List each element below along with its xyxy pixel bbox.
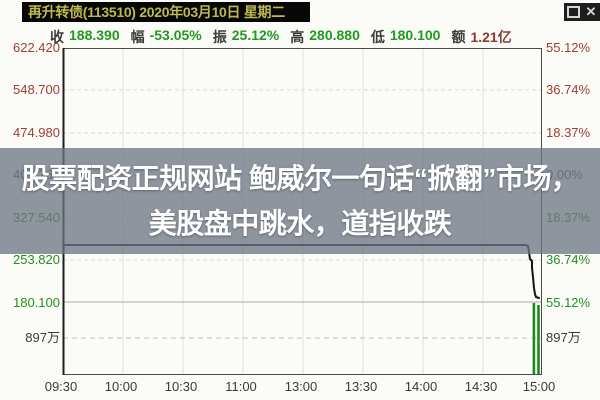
stat-low-value: 180.100	[389, 27, 441, 43]
stat-turnover: 额 1.21亿	[451, 27, 511, 47]
time-axis-label: 13:00	[284, 379, 318, 394]
stat-high-value: 280.880	[309, 27, 360, 43]
headline-overlay: 股票配资正规网站 鲍威尔一句话“掀翻”市场， 美股盘中跳水，道指收跌	[0, 148, 600, 254]
stat-low-label: 低	[370, 29, 385, 45]
stat-close-value: 188.390	[69, 27, 120, 43]
stat-high-label: 高	[290, 29, 305, 45]
time-axis-label: 09:30	[44, 379, 78, 394]
stat-low: 低 180.100	[371, 27, 441, 47]
restore-icon	[566, 6, 580, 18]
percent-axis-label: 36.74%	[546, 82, 591, 97]
price-axis-label: 548.700	[13, 82, 60, 97]
window-titlebar: 再升转债(113510) 2020年03月10日 星期二	[22, 2, 310, 22]
percent-axis-label: 55.12%	[546, 295, 591, 310]
percent-axis-label: 18.37%	[546, 125, 591, 140]
stat-change-value: -53.05%	[149, 27, 202, 43]
time-axis-label: 11:00	[225, 379, 257, 394]
stat-change: 幅 -53.05%	[131, 27, 202, 47]
headline-line-1: 股票配资正规网站 鲍威尔一句话“掀翻”市场，	[21, 163, 579, 194]
stat-swing: 振 25.12%	[213, 27, 279, 47]
time-axis-label: 13:30	[344, 379, 378, 394]
stat-turnover-value: 1.21亿	[470, 29, 512, 45]
price-axis-label: 474.980	[13, 125, 60, 140]
percent-axis-label: 36.74%	[546, 252, 591, 267]
volume-axis-label: 897万	[25, 330, 60, 345]
stat-turnover-label: 额	[451, 29, 466, 45]
close-icon: ✕	[585, 4, 597, 19]
stat-close-label: 收	[50, 29, 64, 45]
headline-line-2: 美股盘中跳水，道指收跌	[148, 208, 452, 239]
window-title: 再升转债(113510) 2020年03月10日 星期二	[28, 4, 285, 20]
close-button[interactable]: ✕	[582, 3, 600, 21]
time-axis-label: 14:30	[464, 379, 498, 394]
price-axis-label: 622.420	[13, 40, 60, 55]
restore-button[interactable]	[564, 3, 582, 21]
stat-close: 收 188.390	[50, 27, 120, 47]
stat-swing-value: 25.12%	[231, 27, 280, 43]
percent-axis-label: 55.12%	[546, 40, 591, 55]
quote-stats-bar: 收 188.390 幅 -53.05% 振 25.12% 高 280.880 低 180.…	[50, 27, 512, 47]
volume-axis-label: 897万	[546, 330, 581, 345]
time-axis-label: 10:30	[164, 379, 198, 394]
time-axis-label: 10:00	[104, 379, 138, 394]
stat-change-label: 幅	[130, 29, 145, 45]
time-axis-label: 14:00	[404, 379, 438, 394]
stat-swing-label: 振	[212, 29, 227, 45]
time-axis-label: 15:00	[522, 379, 556, 394]
price-axis-label: 180.100	[13, 295, 60, 310]
price-axis-label: 253.820	[13, 252, 60, 267]
window-controls: ✕	[564, 3, 600, 21]
stat-high: 高 280.880	[290, 27, 360, 47]
